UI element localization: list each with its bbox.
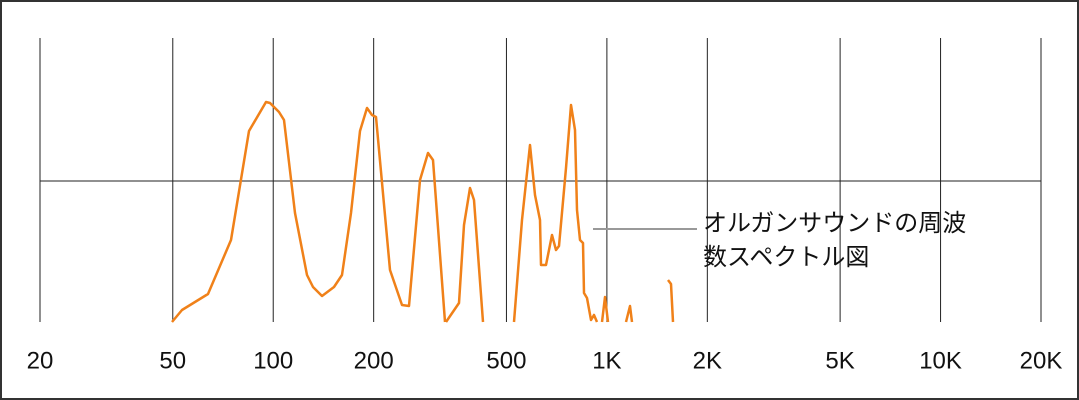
x-tick-label: 1K xyxy=(592,347,621,374)
x-tick-label: 10K xyxy=(919,347,962,374)
x-tick-label: 5K xyxy=(825,347,854,374)
x-tick-label: 2K xyxy=(693,347,722,374)
x-tick-label: 200 xyxy=(354,347,394,374)
x-tick-label: 20 xyxy=(27,347,54,374)
annotation: オルガンサウンドの周波数スペクトル図 xyxy=(703,209,967,271)
x-tick-label: 500 xyxy=(486,347,526,374)
x-tick-label: 100 xyxy=(253,347,293,374)
spectrum-curve xyxy=(171,100,675,323)
x-tick-label: 50 xyxy=(159,347,186,374)
x-tick-label: 20K xyxy=(1020,347,1063,374)
